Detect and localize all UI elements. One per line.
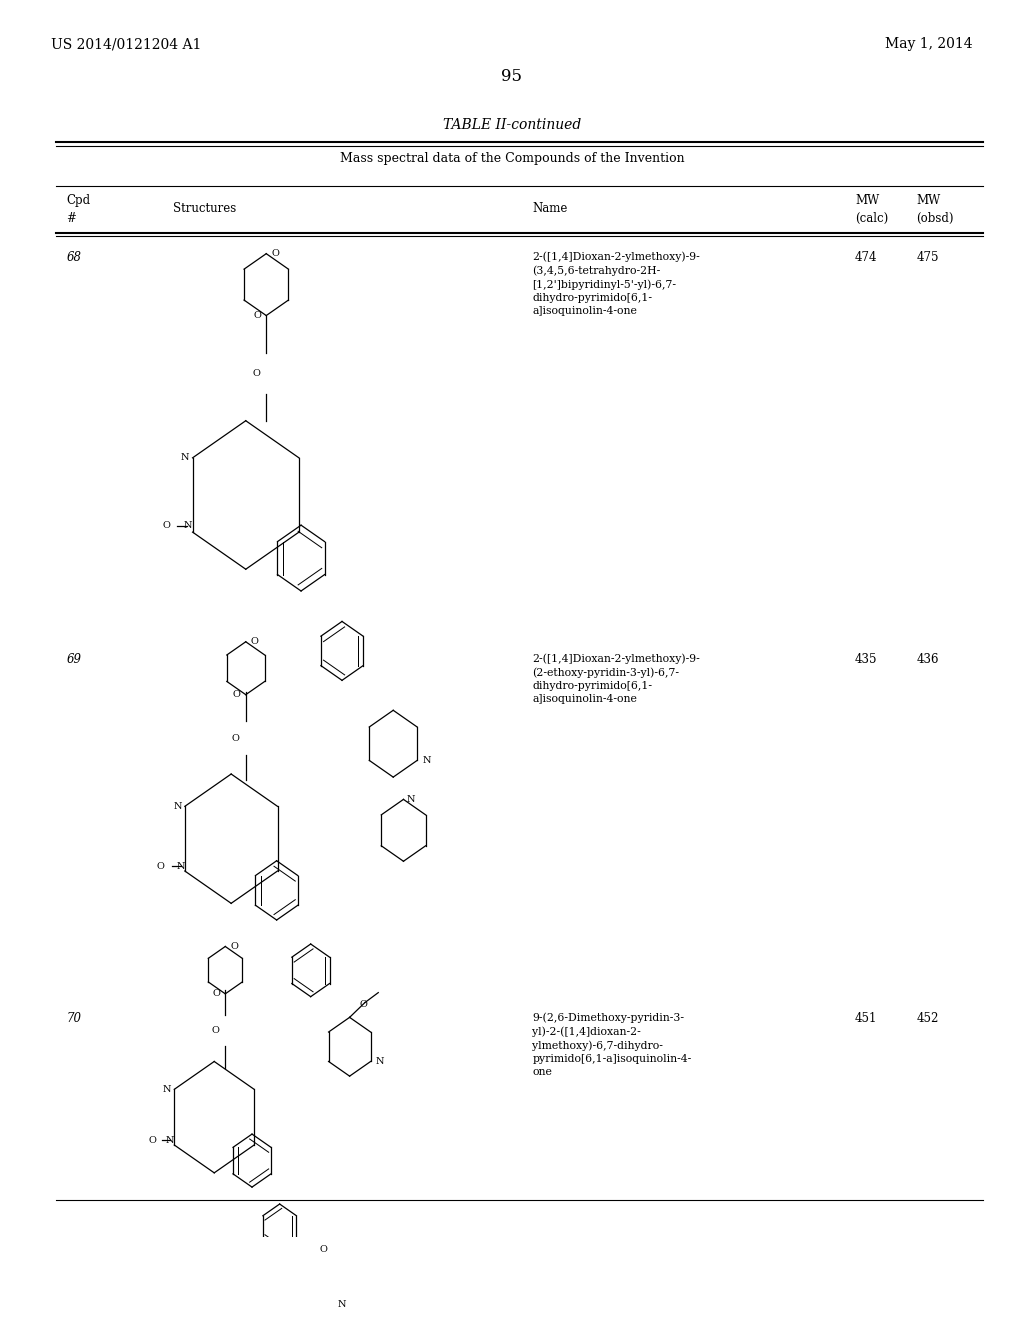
Text: MW: MW — [855, 194, 880, 207]
Text: O: O — [271, 249, 280, 259]
Text: 70: 70 — [67, 1012, 82, 1026]
Text: Mass spectral data of the Compounds of the Invention: Mass spectral data of the Compounds of t… — [340, 152, 684, 165]
Text: 475: 475 — [916, 251, 939, 264]
Text: Structures: Structures — [173, 202, 237, 215]
Text: (calc): (calc) — [855, 211, 888, 224]
Text: O: O — [359, 1001, 368, 1010]
Text: O: O — [230, 942, 239, 950]
Text: 69: 69 — [67, 653, 82, 667]
Text: O: O — [251, 638, 259, 647]
Text: US 2014/0121204 A1: US 2014/0121204 A1 — [51, 37, 202, 51]
Text: TABLE II-continued: TABLE II-continued — [442, 117, 582, 132]
Text: N: N — [173, 801, 182, 810]
Text: May 1, 2014: May 1, 2014 — [885, 37, 973, 51]
Text: (obsd): (obsd) — [916, 211, 954, 224]
Text: N: N — [180, 453, 188, 462]
Text: N: N — [407, 795, 415, 804]
Text: N: N — [422, 756, 431, 764]
Text: #: # — [67, 211, 77, 224]
Text: O: O — [212, 989, 220, 998]
Text: N: N — [337, 1300, 346, 1309]
Text: 68: 68 — [67, 251, 82, 264]
Text: O: O — [148, 1135, 156, 1144]
Text: O: O — [211, 1026, 219, 1035]
Text: O: O — [162, 521, 170, 531]
Text: Cpd: Cpd — [67, 194, 91, 207]
Text: 9-(2,6-Dimethoxy-pyridin-3-
yl)-2-([1,4]dioxan-2-
ylmethoxy)-6,7-dihydro-
pyrimi: 9-(2,6-Dimethoxy-pyridin-3- yl)-2-([1,4]… — [532, 1012, 692, 1077]
Text: O: O — [231, 734, 240, 743]
Text: N: N — [163, 1085, 171, 1094]
Text: 451: 451 — [855, 1012, 878, 1026]
Text: O: O — [232, 690, 241, 700]
Text: N: N — [183, 521, 191, 531]
Text: 474: 474 — [855, 251, 878, 264]
Text: 435: 435 — [855, 653, 878, 667]
Text: 95: 95 — [502, 69, 522, 84]
Text: N: N — [376, 1057, 384, 1067]
Text: O: O — [252, 370, 260, 379]
Text: 2-([1,4]Dioxan-2-ylmethoxy)-9-
(3,4,5,6-tetrahydro-2H-
[1,2']bipyridinyl-5'-yl)-: 2-([1,4]Dioxan-2-ylmethoxy)-9- (3,4,5,6-… — [532, 251, 700, 315]
Text: O: O — [253, 312, 261, 319]
Text: 436: 436 — [916, 653, 939, 667]
Text: N: N — [176, 862, 185, 871]
Text: N: N — [166, 1135, 174, 1144]
Text: MW: MW — [916, 194, 941, 207]
Text: 2-([1,4]Dioxan-2-ylmethoxy)-9-
(2-ethoxy-pyridin-3-yl)-6,7-
dihydro-pyrimido[6,1: 2-([1,4]Dioxan-2-ylmethoxy)-9- (2-ethoxy… — [532, 653, 700, 705]
Text: O: O — [157, 862, 165, 871]
Text: O: O — [319, 1245, 328, 1254]
Text: 452: 452 — [916, 1012, 939, 1026]
Text: Name: Name — [532, 202, 568, 215]
